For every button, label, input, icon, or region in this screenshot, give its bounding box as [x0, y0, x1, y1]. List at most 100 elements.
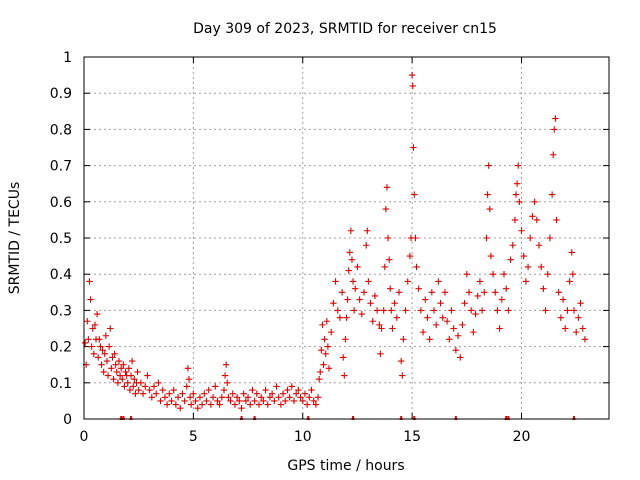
data-point — [404, 278, 411, 285]
data-point — [93, 310, 101, 318]
data-point — [101, 350, 108, 358]
data-point — [411, 191, 418, 198]
data-point — [413, 263, 420, 271]
data-point — [564, 307, 571, 314]
data-point — [487, 252, 495, 260]
data-point — [439, 314, 446, 321]
data-point — [85, 336, 92, 343]
data-point — [550, 151, 557, 158]
data-point — [410, 144, 417, 151]
data-point — [115, 357, 123, 365]
data-point — [297, 394, 304, 401]
data-point — [575, 314, 582, 321]
data-point — [81, 339, 89, 347]
data-point — [568, 249, 576, 256]
data-point — [299, 397, 306, 405]
data-point — [362, 242, 370, 249]
data-point — [509, 242, 516, 249]
y-tick-label: 0.9 — [50, 86, 72, 102]
data-point — [562, 325, 569, 332]
data-point — [553, 216, 560, 224]
data-point — [485, 162, 492, 169]
plot-frame — [83, 56, 610, 420]
data-point — [537, 263, 545, 271]
data-point — [128, 357, 136, 365]
data-point — [484, 191, 491, 198]
data-point — [424, 314, 431, 321]
x-axis-label: GPS time / hours — [287, 458, 404, 474]
data-point — [303, 401, 311, 408]
data-point — [432, 321, 440, 329]
data-point — [476, 278, 484, 285]
y-tick-label: 0.5 — [50, 231, 72, 247]
data-point — [323, 318, 331, 325]
data-point — [98, 361, 105, 368]
data-point — [529, 213, 536, 220]
data-point — [119, 375, 126, 383]
data-point — [448, 307, 455, 314]
data-point — [570, 307, 578, 314]
data-point — [559, 296, 567, 303]
data-point — [426, 336, 433, 343]
y-tick-label: 0 — [63, 412, 72, 428]
data-point — [507, 256, 514, 263]
data-point — [483, 234, 490, 242]
data-point — [498, 296, 506, 303]
data-point — [489, 271, 497, 278]
data-point — [350, 307, 358, 314]
y-tick-label: 0.4 — [50, 267, 72, 283]
data-point — [107, 325, 114, 332]
data-point — [231, 401, 239, 408]
data-point — [474, 292, 481, 300]
data-point — [378, 325, 385, 332]
data-point — [341, 372, 348, 379]
data-point — [312, 401, 320, 408]
data-point — [486, 205, 493, 213]
data-point — [216, 401, 223, 408]
data-point — [159, 386, 166, 394]
data-point — [84, 318, 91, 325]
data-point — [358, 310, 366, 318]
data-point — [137, 379, 145, 386]
data-point — [113, 368, 121, 376]
data-point — [577, 299, 584, 307]
data-point — [406, 252, 414, 260]
data-point — [428, 289, 436, 296]
data-point — [288, 383, 296, 390]
data-point — [116, 372, 124, 379]
data-point — [478, 307, 486, 314]
data-point — [192, 397, 199, 405]
data-point — [102, 332, 110, 339]
data-point — [310, 397, 317, 405]
data-point — [320, 361, 327, 368]
data-point — [255, 401, 263, 408]
data-point — [91, 321, 99, 329]
data-point — [86, 278, 93, 285]
data-point — [249, 386, 256, 394]
data-point — [95, 354, 102, 361]
data-point — [96, 336, 103, 343]
data-point — [384, 234, 392, 242]
data-point — [135, 386, 142, 394]
data-point — [260, 397, 267, 405]
data-point — [343, 314, 350, 321]
y-tick-label: 0.6 — [50, 195, 72, 211]
data-point — [282, 397, 289, 405]
data-point — [511, 216, 519, 224]
data-point — [207, 401, 215, 408]
data-point — [233, 394, 241, 401]
data-point — [134, 368, 141, 376]
data-point — [198, 401, 206, 408]
data-point — [225, 394, 232, 401]
data-point — [352, 285, 359, 292]
data-point — [544, 271, 551, 278]
data-point — [184, 365, 192, 372]
data-point — [566, 278, 573, 285]
data-point — [196, 394, 204, 401]
data-point — [157, 397, 164, 405]
data-point — [408, 71, 416, 79]
data-point — [295, 386, 302, 394]
data-point — [114, 379, 122, 386]
data-point — [373, 307, 381, 314]
